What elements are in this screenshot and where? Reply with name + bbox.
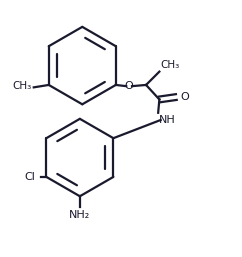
Text: Cl: Cl: [24, 172, 35, 182]
Text: NH₂: NH₂: [69, 209, 91, 219]
Text: O: O: [125, 81, 134, 91]
Text: CH₃: CH₃: [161, 60, 180, 70]
Text: NH: NH: [159, 115, 176, 125]
Text: O: O: [180, 92, 189, 102]
Text: CH₃: CH₃: [12, 81, 31, 91]
